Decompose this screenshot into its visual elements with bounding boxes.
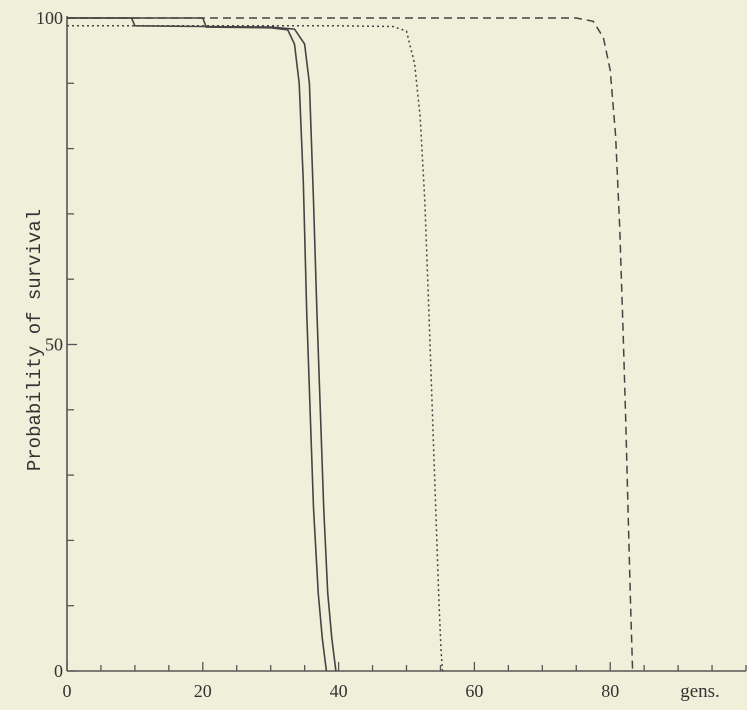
y-tick-label: 0 bbox=[54, 661, 63, 681]
series-line-1 bbox=[67, 17, 328, 672]
series-line-2 bbox=[67, 17, 337, 672]
x-axis-title: gens. bbox=[680, 681, 720, 702]
ticks: 0 50 100 0 20 40 60 80 bbox=[36, 8, 747, 701]
series-line-3 bbox=[67, 25, 444, 672]
x-tick-label: 20 bbox=[194, 681, 212, 701]
x-tick-label: 0 bbox=[63, 681, 72, 701]
axes bbox=[66, 16, 746, 672]
y-axis-title: Probability of survival bbox=[24, 209, 46, 471]
y-tick-label: 50 bbox=[45, 335, 63, 355]
y-tick-label: 100 bbox=[36, 8, 63, 28]
x-tick-label: 40 bbox=[330, 681, 348, 701]
series-group bbox=[67, 17, 634, 672]
series-line-4 bbox=[67, 17, 634, 672]
x-tick-label: 60 bbox=[465, 681, 483, 701]
x-tick-label: 80 bbox=[601, 681, 619, 701]
